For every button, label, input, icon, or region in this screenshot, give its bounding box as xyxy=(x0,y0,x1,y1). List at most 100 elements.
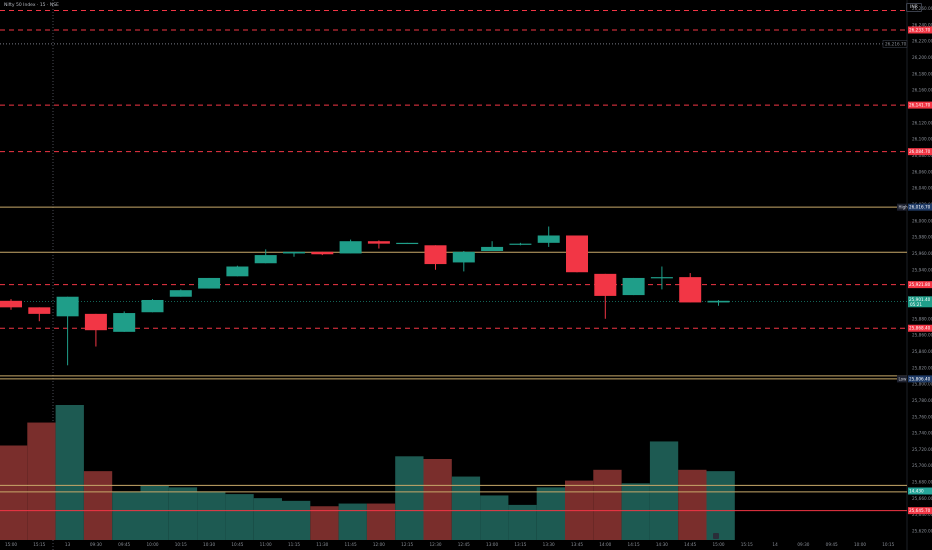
y-tick-label: 25,660.00 xyxy=(912,496,932,501)
x-tick-label: 14:15 xyxy=(628,542,640,547)
volume-bar xyxy=(451,476,481,540)
currency-badge[interactable]: INR xyxy=(906,3,922,12)
y-tick-label: 25,860.00 xyxy=(912,333,932,338)
x-tick-label: 12:15 xyxy=(401,542,413,547)
price-tag-label: 25,645.70 xyxy=(909,508,931,513)
x-tick-label: 09:30 xyxy=(797,542,809,547)
price-tag-box xyxy=(908,203,932,211)
volume-bar xyxy=(140,486,169,540)
volume-bar xyxy=(593,469,622,540)
price-tag-box xyxy=(882,40,908,48)
y-tick-label: 25,840.00 xyxy=(912,349,932,354)
volume-bar xyxy=(55,405,84,540)
y-tick-label: 26,160.00 xyxy=(912,88,932,93)
y-tick-label: 25,740.00 xyxy=(912,431,932,436)
x-tick-label: 13 xyxy=(65,542,71,547)
y-tick-label: 25,980.00 xyxy=(912,235,932,240)
x-tick-label: 10:00 xyxy=(854,542,866,547)
x-tick-label: 13:45 xyxy=(571,542,583,547)
volume-bar xyxy=(225,494,254,540)
y-tick-label: 25,620.00 xyxy=(912,529,932,534)
y-tick-label: 25,880.00 xyxy=(912,316,932,321)
x-tick-label: 14:30 xyxy=(656,542,668,547)
candle-body xyxy=(0,300,22,308)
price-tag-label: 26,233.70 xyxy=(909,27,931,32)
candle-body xyxy=(396,242,419,245)
x-tick-label: 11:15 xyxy=(288,542,300,547)
y-tick-label: 26,120.00 xyxy=(912,120,932,125)
x-tick-label: 11:45 xyxy=(345,542,357,547)
x-tick-label: 12:45 xyxy=(458,542,470,547)
y-tick-label: 25,700.00 xyxy=(912,463,932,468)
volume-bar xyxy=(253,498,282,540)
y-tick-label: 26,180.00 xyxy=(912,71,932,76)
price-tag-label: 26,084.70 xyxy=(909,149,931,154)
candle-body xyxy=(28,307,51,314)
x-tick-label: 15:15 xyxy=(741,542,753,547)
price-axis-panel xyxy=(907,0,932,550)
price-tag-box xyxy=(908,324,932,332)
x-tick-label: 10:15 xyxy=(175,542,187,547)
y-tick-label: 26,200.00 xyxy=(912,55,932,60)
volume-bar xyxy=(621,483,650,540)
candle-body xyxy=(622,277,645,296)
x-tick-label: 14:00 xyxy=(599,542,611,547)
y-tick-label: 26,080.00 xyxy=(912,153,932,158)
candle-body xyxy=(198,277,221,289)
price-tag-name: Low xyxy=(899,376,908,381)
x-tick-label: 14:45 xyxy=(684,542,696,547)
y-tick-label: 25,800.00 xyxy=(912,382,932,387)
x-tick-label: 12:30 xyxy=(429,542,441,547)
volume-bar xyxy=(536,487,565,540)
candle-body xyxy=(283,251,305,254)
y-tick-label: 25,760.00 xyxy=(912,414,932,419)
price-tag-box xyxy=(908,148,932,156)
countdown-label: 05:21 xyxy=(910,302,922,307)
price-tag-label: 25,806.40 xyxy=(909,376,931,381)
volume-tag-label: 14,430 xyxy=(909,489,924,494)
volume-bar xyxy=(366,503,396,540)
volume-bar xyxy=(112,491,141,540)
volume-bar xyxy=(83,471,113,540)
y-tick-label: 25,960.00 xyxy=(912,251,932,256)
price-tag-label: 26,141.70 xyxy=(909,103,931,108)
price-tag-label: 26,216.70 xyxy=(885,41,907,46)
volume-bar xyxy=(423,459,452,540)
candle-body xyxy=(84,313,107,331)
volume-bar xyxy=(706,471,735,540)
candle-body xyxy=(679,277,702,303)
candle-body xyxy=(481,246,504,252)
y-tick-label: 26,060.00 xyxy=(912,169,932,174)
x-tick-label: 09:45 xyxy=(118,542,130,547)
candle-body xyxy=(254,255,277,264)
y-tick-label: 26,240.00 xyxy=(912,22,932,27)
go-to-realtime-icon xyxy=(713,533,719,539)
candle-body xyxy=(169,290,192,297)
volume-bar xyxy=(168,487,198,540)
price-tag-label: 25,868.40 xyxy=(909,326,931,331)
price-tag-name: High xyxy=(899,205,909,210)
x-tick-label: 13:30 xyxy=(543,542,555,547)
volume-bar xyxy=(678,469,707,540)
candle-body xyxy=(650,277,673,279)
price-tag-label: 26,016.70 xyxy=(909,205,931,210)
symbol-title: Nifty 50 Index · 15 · NSE xyxy=(4,3,59,8)
x-tick-label: 15:00 xyxy=(5,542,17,547)
y-tick-label: 25,720.00 xyxy=(912,447,932,452)
y-tick-label: 26,220.00 xyxy=(912,39,932,44)
x-tick-label: 15:15 xyxy=(33,542,45,547)
x-tick-label: 09:30 xyxy=(90,542,102,547)
candle-body xyxy=(707,300,730,303)
candle-body xyxy=(594,273,617,296)
y-tick-label: 25,680.00 xyxy=(912,480,932,485)
y-tick-label: 25,820.00 xyxy=(912,365,932,370)
candle-body xyxy=(509,243,532,245)
x-tick-label: 15:00 xyxy=(712,542,724,547)
price-tag-box xyxy=(908,375,932,383)
current-price-label: 25,901.40 xyxy=(909,297,931,302)
volume-bar xyxy=(282,500,311,540)
volume-bar xyxy=(310,506,339,540)
x-tick-label: 09:45 xyxy=(826,542,838,547)
candle-body xyxy=(339,241,362,254)
